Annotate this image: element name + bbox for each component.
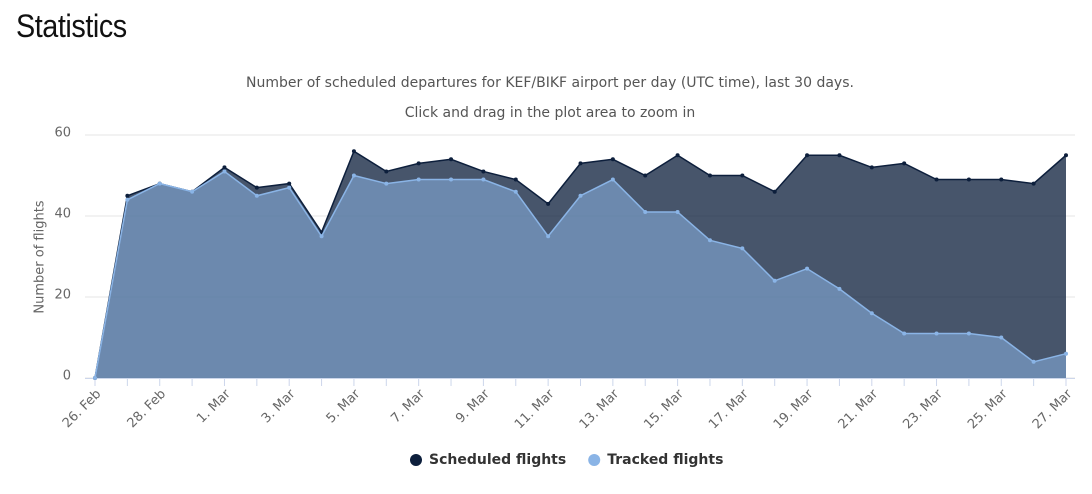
x-tick-label: 5. Mar (324, 386, 364, 426)
point (902, 161, 907, 166)
x-tick-label: 25. Mar (965, 386, 1011, 432)
x-tick-label: 7. Mar (388, 386, 428, 426)
point (125, 197, 130, 202)
point (1031, 359, 1036, 364)
point (707, 173, 712, 178)
point (416, 177, 421, 182)
point (222, 169, 227, 174)
page-title: Statistics (16, 8, 127, 44)
point (384, 181, 389, 186)
point (93, 376, 97, 380)
x-tick-label: 28. Feb (125, 387, 169, 431)
point (351, 149, 356, 154)
point (1064, 153, 1068, 158)
x-tick-label: 17. Mar (706, 386, 752, 432)
legend-item[interactable]: Tracked flights (588, 452, 723, 468)
x-tick-label: 23. Mar (900, 386, 946, 432)
point (287, 181, 292, 186)
point (384, 169, 389, 174)
point (157, 181, 162, 186)
legend-label: Tracked flights (607, 452, 723, 468)
x-tick-label: 27. Mar (1030, 386, 1076, 432)
point (934, 177, 939, 182)
point (805, 153, 810, 158)
point (287, 185, 292, 190)
x-tick-label: 21. Mar (836, 386, 882, 432)
x-tick-label: 26. Feb (60, 387, 104, 431)
y-tick-label: 60 (54, 126, 71, 141)
x-tick-label: 19. Mar (771, 386, 817, 432)
point (416, 161, 421, 166)
point (902, 331, 907, 336)
point (351, 173, 356, 178)
point (999, 177, 1004, 182)
legend-marker (588, 454, 601, 466)
legend-marker (410, 454, 422, 466)
point (610, 177, 615, 182)
point (805, 266, 810, 271)
x-tick-label: 3. Mar (259, 386, 299, 426)
point (643, 209, 648, 214)
x-tick-label: 15. Mar (641, 386, 687, 432)
point (513, 177, 518, 182)
legend-item[interactable]: Scheduled flights (410, 452, 566, 468)
point (610, 157, 615, 162)
point (934, 331, 939, 336)
point (869, 311, 874, 316)
point (546, 201, 551, 206)
point (125, 193, 130, 198)
point (869, 165, 874, 170)
point (449, 157, 454, 162)
point (837, 286, 842, 291)
point (707, 238, 712, 243)
x-tick-label: 13. Mar (577, 386, 623, 432)
point (1064, 351, 1068, 356)
point (837, 153, 842, 158)
chart-subtitle: Click and drag in the plot area to zoom … (405, 105, 696, 121)
point (675, 153, 680, 158)
point (481, 177, 486, 182)
point (254, 185, 259, 190)
point (578, 193, 583, 198)
x-tick-label: 1. Mar (194, 386, 234, 426)
y-tick-label: 0 (63, 369, 71, 384)
point (513, 189, 518, 194)
x-tick-label: 11. Mar (512, 386, 558, 432)
point (643, 173, 648, 178)
point (254, 193, 259, 198)
point (740, 173, 745, 178)
point (772, 189, 777, 194)
point (966, 331, 971, 336)
point (772, 278, 777, 283)
x-tick-label: 9. Mar (453, 386, 493, 426)
point (319, 234, 324, 239)
legend-label: Scheduled flights (429, 452, 566, 468)
point (740, 246, 745, 251)
point (222, 165, 227, 170)
chart-title: Number of scheduled departures for KEF/B… (246, 75, 854, 91)
point (966, 177, 971, 182)
point (481, 169, 486, 174)
y-tick-label: 20 (54, 288, 71, 303)
point (578, 161, 583, 166)
area (95, 171, 1066, 378)
point (675, 209, 680, 214)
point (190, 189, 195, 194)
point (449, 177, 454, 182)
point (1031, 181, 1036, 186)
y-axis-title: Number of flights (33, 200, 48, 313)
point (546, 234, 551, 239)
y-tick-label: 40 (54, 207, 71, 222)
point (999, 335, 1004, 340)
